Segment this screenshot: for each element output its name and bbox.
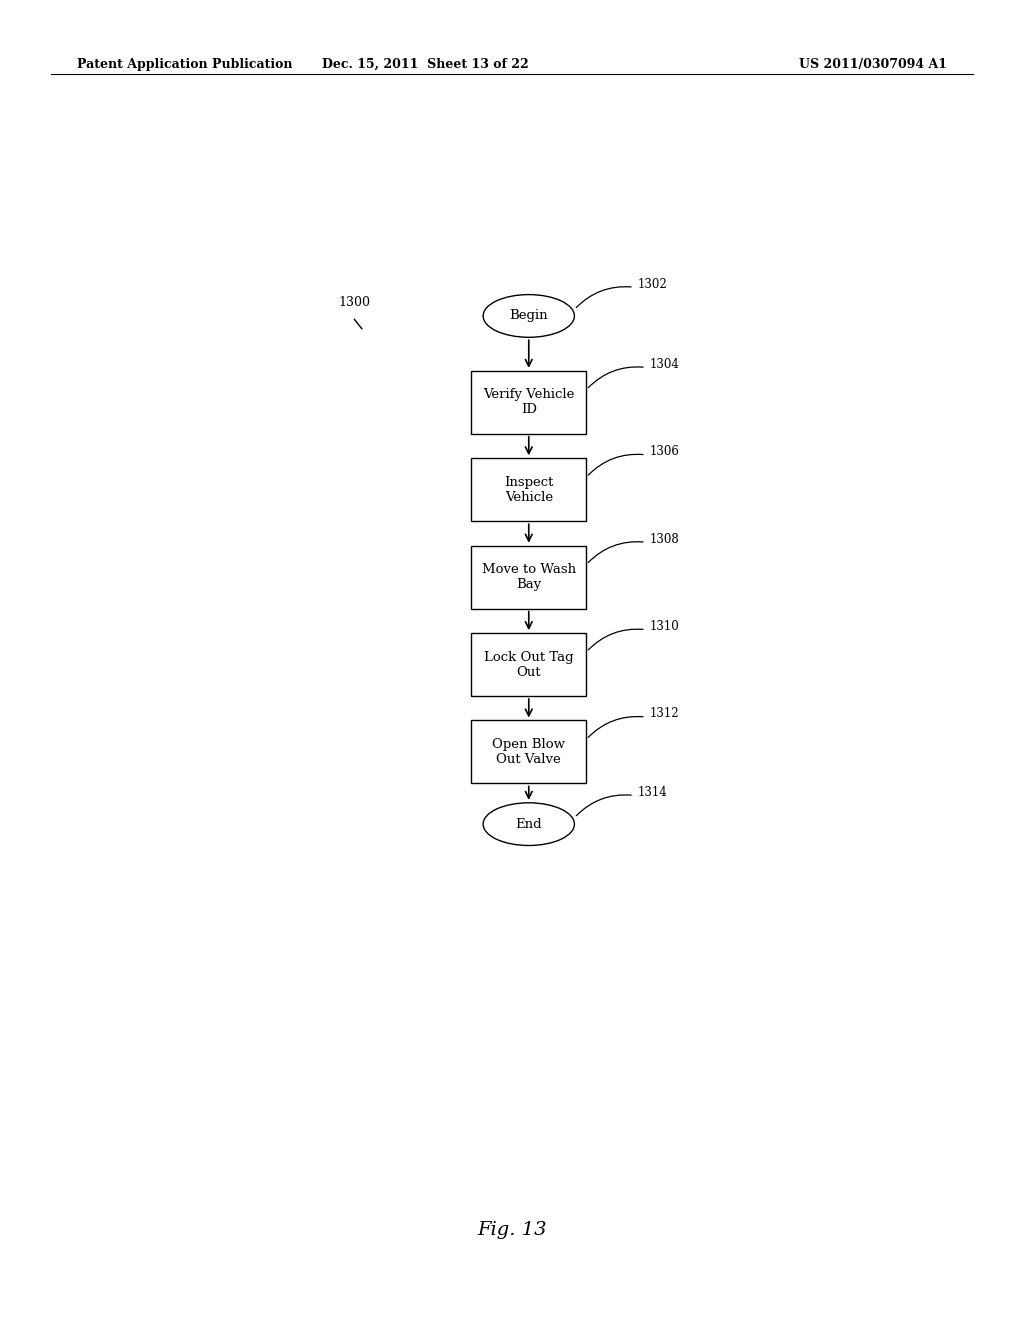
Bar: [471, 371, 587, 434]
Bar: [471, 458, 587, 521]
Text: 1304: 1304: [650, 358, 680, 371]
Bar: [471, 634, 587, 696]
Text: 1300: 1300: [338, 296, 371, 309]
Text: Patent Application Publication: Patent Application Publication: [77, 58, 292, 71]
Text: 1306: 1306: [650, 445, 680, 458]
Bar: [471, 545, 587, 609]
Bar: [471, 721, 587, 784]
Text: End: End: [515, 817, 542, 830]
Text: 1310: 1310: [650, 620, 680, 634]
Text: Open Blow
Out Valve: Open Blow Out Valve: [493, 738, 565, 766]
Text: Verify Vehicle
ID: Verify Vehicle ID: [483, 388, 574, 416]
Text: 1302: 1302: [638, 277, 668, 290]
Text: Dec. 15, 2011  Sheet 13 of 22: Dec. 15, 2011 Sheet 13 of 22: [322, 58, 528, 71]
Text: Lock Out Tag
Out: Lock Out Tag Out: [484, 651, 573, 678]
Text: Begin: Begin: [510, 309, 548, 322]
Text: Move to Wash
Bay: Move to Wash Bay: [481, 564, 575, 591]
Text: US 2011/0307094 A1: US 2011/0307094 A1: [799, 58, 947, 71]
Text: Fig. 13: Fig. 13: [477, 1221, 547, 1239]
Text: 1308: 1308: [650, 533, 680, 545]
Text: Inspect
Vehicle: Inspect Vehicle: [504, 475, 553, 504]
Text: 1312: 1312: [650, 708, 679, 721]
Text: 1314: 1314: [638, 785, 668, 799]
